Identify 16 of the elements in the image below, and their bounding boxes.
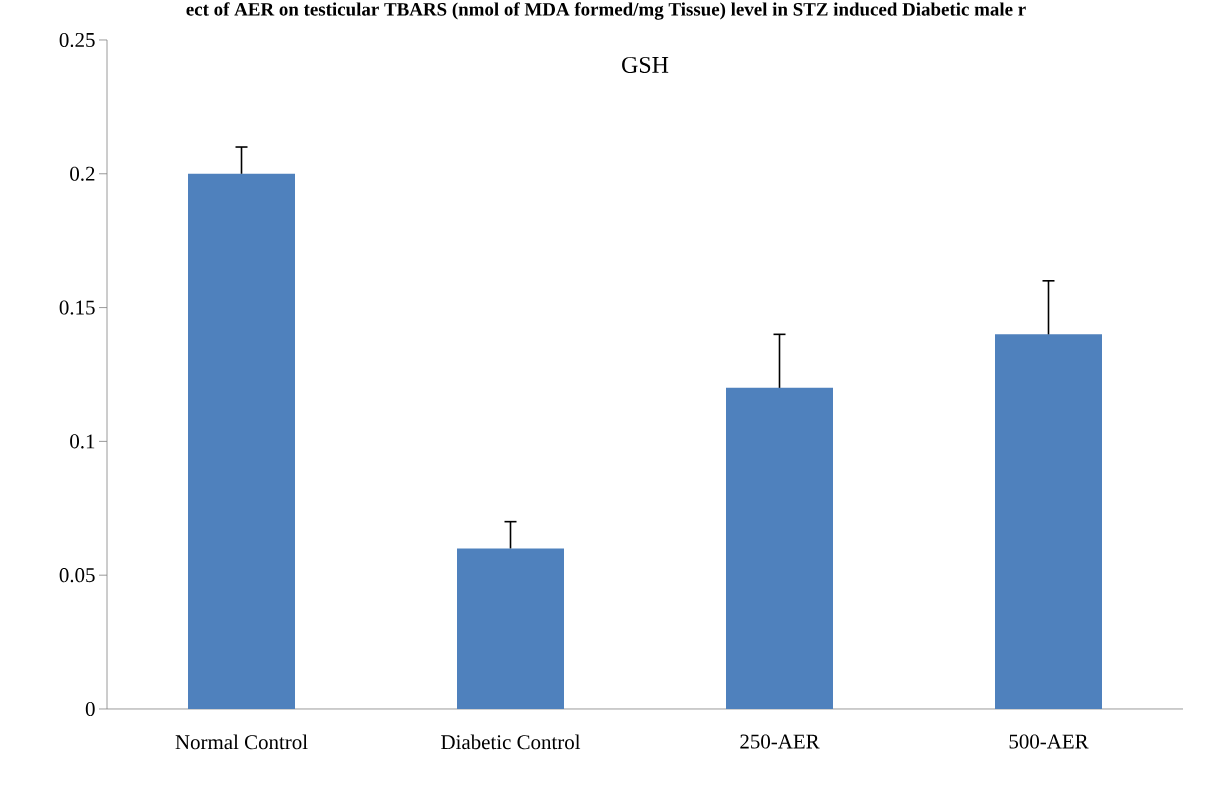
chart-title: ect of AER on testicular TBARS (nmol of MDA formed/mg Tissue) level in STZ induced Diabetic male r — [186, 2, 1026, 20]
y-tick-label: 0.05 — [59, 568, 95, 583]
y-tick-label: 0.15 — [59, 300, 95, 315]
annotation: GSH — [622, 56, 669, 73]
y-tick-label: 0.1 — [70, 434, 95, 449]
x-tick-label: 500-AER — [1009, 734, 1089, 749]
y-tick-label: 0.2 — [70, 166, 95, 181]
x-tick-label: Diabetic Control — [441, 734, 581, 750]
x-tick-label: 250-AER — [740, 734, 820, 749]
bar — [995, 334, 1102, 709]
bar — [188, 173, 296, 709]
bar — [457, 548, 565, 709]
bar — [726, 387, 833, 709]
x-tick-label: Normal Control — [175, 734, 308, 750]
y-tick-label: 0.25 — [59, 32, 95, 48]
y-tick-label: 0 — [85, 701, 95, 717]
